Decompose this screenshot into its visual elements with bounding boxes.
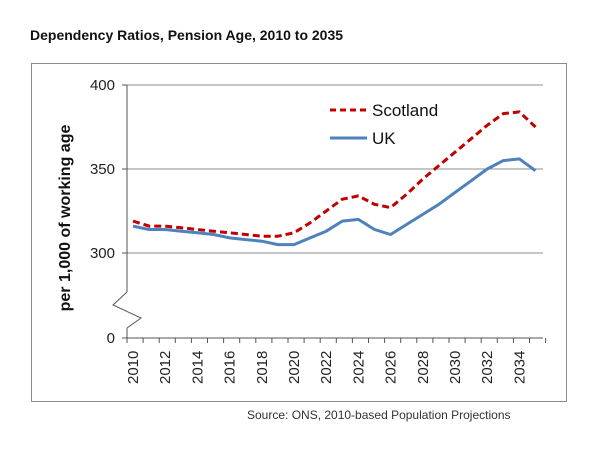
- legend-label-uk: UK: [372, 129, 396, 148]
- y-tick-label: 0: [107, 330, 115, 347]
- y-tick-label: 400: [90, 77, 115, 94]
- axes: [112, 84, 547, 343]
- x-tick-label: 2024: [350, 351, 367, 384]
- y-tick-label: 350: [90, 161, 115, 178]
- x-tick-label: 2030: [447, 351, 464, 384]
- legend-label-scotland: Scotland: [372, 101, 438, 120]
- x-tick-label: 2014: [189, 351, 206, 384]
- legend: Scotland UK: [330, 101, 438, 148]
- x-tick-label: 2026: [383, 351, 400, 384]
- series-line-scotland: [132, 110, 537, 238]
- x-tick-label: 2016: [222, 351, 239, 384]
- x-tick-label: 2010: [125, 351, 142, 384]
- x-tick-label: 2018: [254, 351, 271, 384]
- x-tick-label: 2028: [415, 351, 432, 384]
- x-tick-label: 2032: [479, 351, 496, 384]
- y-axis-title: per 1,000 of working age: [57, 125, 74, 312]
- y-tick-label: 300: [90, 245, 115, 262]
- gridlines: [127, 84, 543, 254]
- tick-labels: 0 300 350 400 2010 2012 2014 2016 2018 2020 2022 20…: [90, 77, 528, 384]
- x-tick-label: 2022: [318, 351, 335, 384]
- x-tick-label: 2034: [511, 351, 528, 384]
- series-line-uk: [132, 157, 537, 247]
- series-lines: [132, 110, 537, 247]
- chart-source: Source: ONS, 2010-based Population Proje…: [247, 408, 511, 422]
- chart-title: Dependency Ratios, Pension Age, 2010 to …: [30, 27, 344, 43]
- x-tick-label: 2012: [157, 351, 174, 384]
- axis-break: [112, 291, 142, 329]
- chart-frame: [31, 63, 567, 402]
- x-tick-label: 2020: [286, 351, 303, 384]
